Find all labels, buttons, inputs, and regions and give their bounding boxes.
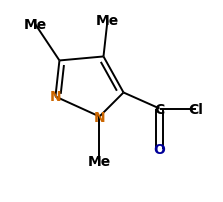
Text: Me: Me xyxy=(24,18,47,32)
Text: Cl: Cl xyxy=(188,102,203,116)
Text: N: N xyxy=(94,110,105,124)
Text: Me: Me xyxy=(96,14,119,28)
Text: Me: Me xyxy=(88,154,111,168)
Text: O: O xyxy=(154,142,165,156)
Text: C: C xyxy=(155,102,165,116)
Text: N: N xyxy=(50,90,61,104)
